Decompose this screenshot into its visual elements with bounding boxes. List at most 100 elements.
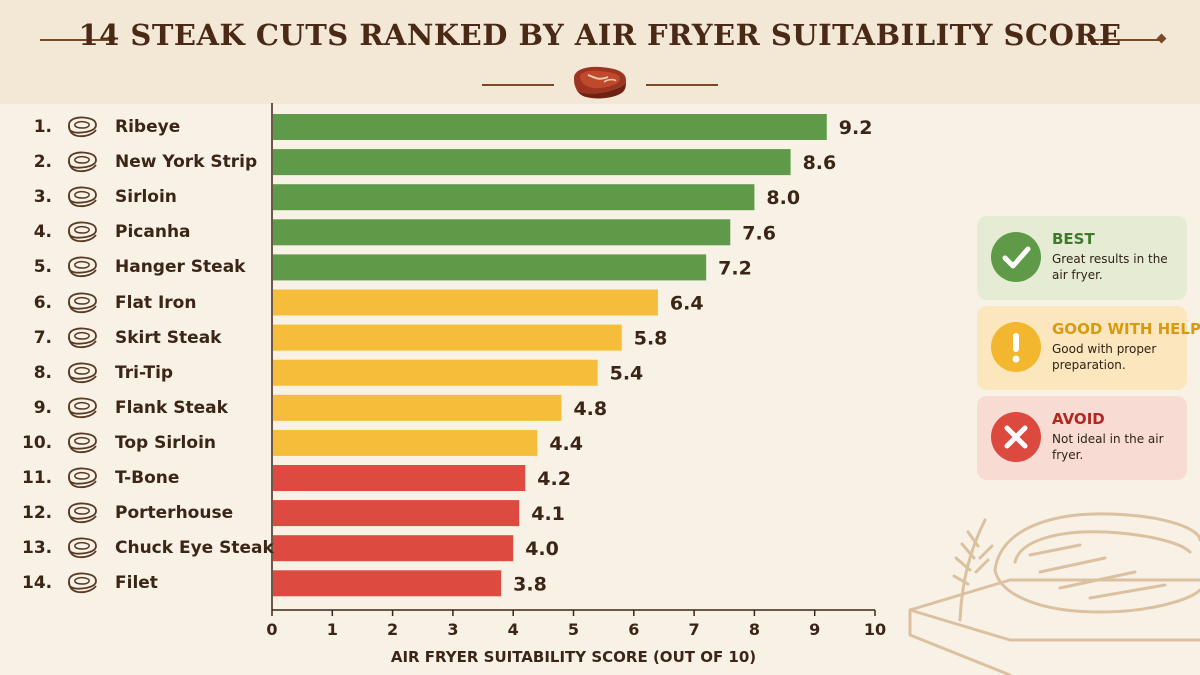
emblem-line-right xyxy=(646,84,718,86)
bar xyxy=(273,500,520,527)
bar xyxy=(273,324,622,351)
steak-icon xyxy=(66,432,98,458)
chart-title: 14 STEAK CUTS RANKED BY AIR FRYER SUITAB… xyxy=(78,18,1122,52)
legend-card-avoid: AVOID Not ideal in the air fryer. xyxy=(977,396,1187,480)
data-label: 6.4 xyxy=(670,293,704,315)
x-tick-label: 10 xyxy=(864,620,886,639)
data-label: 7.2 xyxy=(718,257,752,279)
steak-icon xyxy=(66,502,98,528)
bar xyxy=(273,359,598,386)
bar xyxy=(273,570,502,597)
data-label: 9.2 xyxy=(839,117,873,139)
legend-circle-best xyxy=(991,232,1041,282)
legend-card-good: GOOD WITH HELP Good with proper preparat… xyxy=(977,306,1200,390)
bar xyxy=(273,184,755,211)
category-label: New York Strip xyxy=(115,152,258,173)
data-label: 3.8 xyxy=(513,573,547,595)
data-label: 8.0 xyxy=(766,187,800,209)
steak-icon xyxy=(66,256,98,282)
steak-icon xyxy=(66,221,98,247)
rank-number: 11. xyxy=(22,468,53,488)
category-label: Tri-Tip xyxy=(115,362,174,383)
steak-sketch-illustration xyxy=(908,512,1200,675)
rank-number: 4. xyxy=(33,222,52,243)
x-tick-label: 7 xyxy=(689,620,700,639)
data-label: 5.4 xyxy=(610,363,644,385)
x-tick-label: 0 xyxy=(266,620,277,639)
rank-number: 1. xyxy=(33,117,52,137)
steak-icon xyxy=(66,292,98,318)
category-label: Porterhouse xyxy=(115,503,234,524)
rank-number: 10. xyxy=(22,432,53,453)
category-label: Filet xyxy=(115,573,158,594)
rank-number: 14. xyxy=(22,573,53,594)
steak-icon xyxy=(66,116,98,142)
legend-title-avoid: AVOID xyxy=(1052,410,1105,428)
rank-number: 9. xyxy=(33,397,52,418)
rank-number: 13. xyxy=(22,538,53,559)
bar xyxy=(273,149,791,176)
data-label: 4.1 xyxy=(531,503,565,525)
steak-emblem-icon xyxy=(574,66,626,99)
category-label: Hanger Steak xyxy=(115,257,246,278)
data-label: 4.0 xyxy=(525,538,559,560)
category-label: T-Bone xyxy=(115,468,180,488)
category-label: Flat Iron xyxy=(115,292,197,313)
exclamation-icon xyxy=(1012,333,1020,363)
bar xyxy=(273,429,538,456)
steak-icon xyxy=(66,467,98,493)
bar xyxy=(273,114,827,140)
steak-icon xyxy=(66,397,98,423)
x-tick-label: 9 xyxy=(809,620,820,639)
steak-icon xyxy=(66,537,98,563)
data-label: 7.6 xyxy=(742,222,776,244)
rank-number: 3. xyxy=(33,187,52,208)
x-icon xyxy=(1004,425,1028,449)
legend-desc-good: Good with proper preparation. xyxy=(1052,342,1157,372)
steak-icon xyxy=(66,362,98,388)
data-label: 4.2 xyxy=(537,468,571,490)
data-label: 4.4 xyxy=(549,433,583,455)
bar xyxy=(273,465,526,491)
data-label: 8.6 xyxy=(803,152,837,174)
category-label: Top Sirloin xyxy=(115,432,216,453)
rank-number: 6. xyxy=(33,292,52,313)
legend-circle-good xyxy=(991,322,1041,372)
rank-number: 2. xyxy=(33,152,52,173)
rank-number: 5. xyxy=(33,257,52,278)
legend-desc-avoid: Not ideal in the air fryer. xyxy=(1052,432,1164,462)
bar xyxy=(273,535,514,562)
category-label: Picanha xyxy=(115,222,191,243)
steak-icon xyxy=(66,151,98,177)
x-tick-label: 3 xyxy=(447,620,458,639)
title-ornament-left xyxy=(40,39,112,41)
rank-number: 8. xyxy=(33,362,52,383)
bar xyxy=(273,254,707,281)
data-label: 4.8 xyxy=(573,398,607,420)
rank-number: 12. xyxy=(22,503,53,524)
legend-circle-avoid xyxy=(991,412,1041,462)
x-tick-label: 5 xyxy=(568,620,579,639)
rank-number: 7. xyxy=(33,327,52,348)
emblem-line-left xyxy=(482,84,554,86)
category-label: Ribeye xyxy=(115,117,181,137)
x-tick-label: 4 xyxy=(508,620,519,639)
data-label: 5.8 xyxy=(634,328,668,350)
category-label: Flank Steak xyxy=(115,397,228,418)
legend-title-best: BEST xyxy=(1052,230,1095,248)
x-tick-label: 6 xyxy=(628,620,639,639)
x-tick-label: 1 xyxy=(327,620,338,639)
bar xyxy=(273,289,658,316)
legend-card-best: BEST Great results in the air fryer. xyxy=(977,216,1187,300)
legend-desc-best: Great results in the air fryer. xyxy=(1052,252,1168,282)
category-label: Sirloin xyxy=(115,187,177,208)
legend-title-good: GOOD WITH HELP xyxy=(1052,320,1200,338)
check-icon xyxy=(1002,246,1031,269)
category-label: Chuck Eye Steak xyxy=(115,538,274,559)
bar xyxy=(273,394,562,421)
steak-icon xyxy=(66,327,98,353)
x-tick-label: 2 xyxy=(387,620,398,639)
steak-icon xyxy=(66,572,98,598)
x-tick-label: 8 xyxy=(749,620,760,639)
